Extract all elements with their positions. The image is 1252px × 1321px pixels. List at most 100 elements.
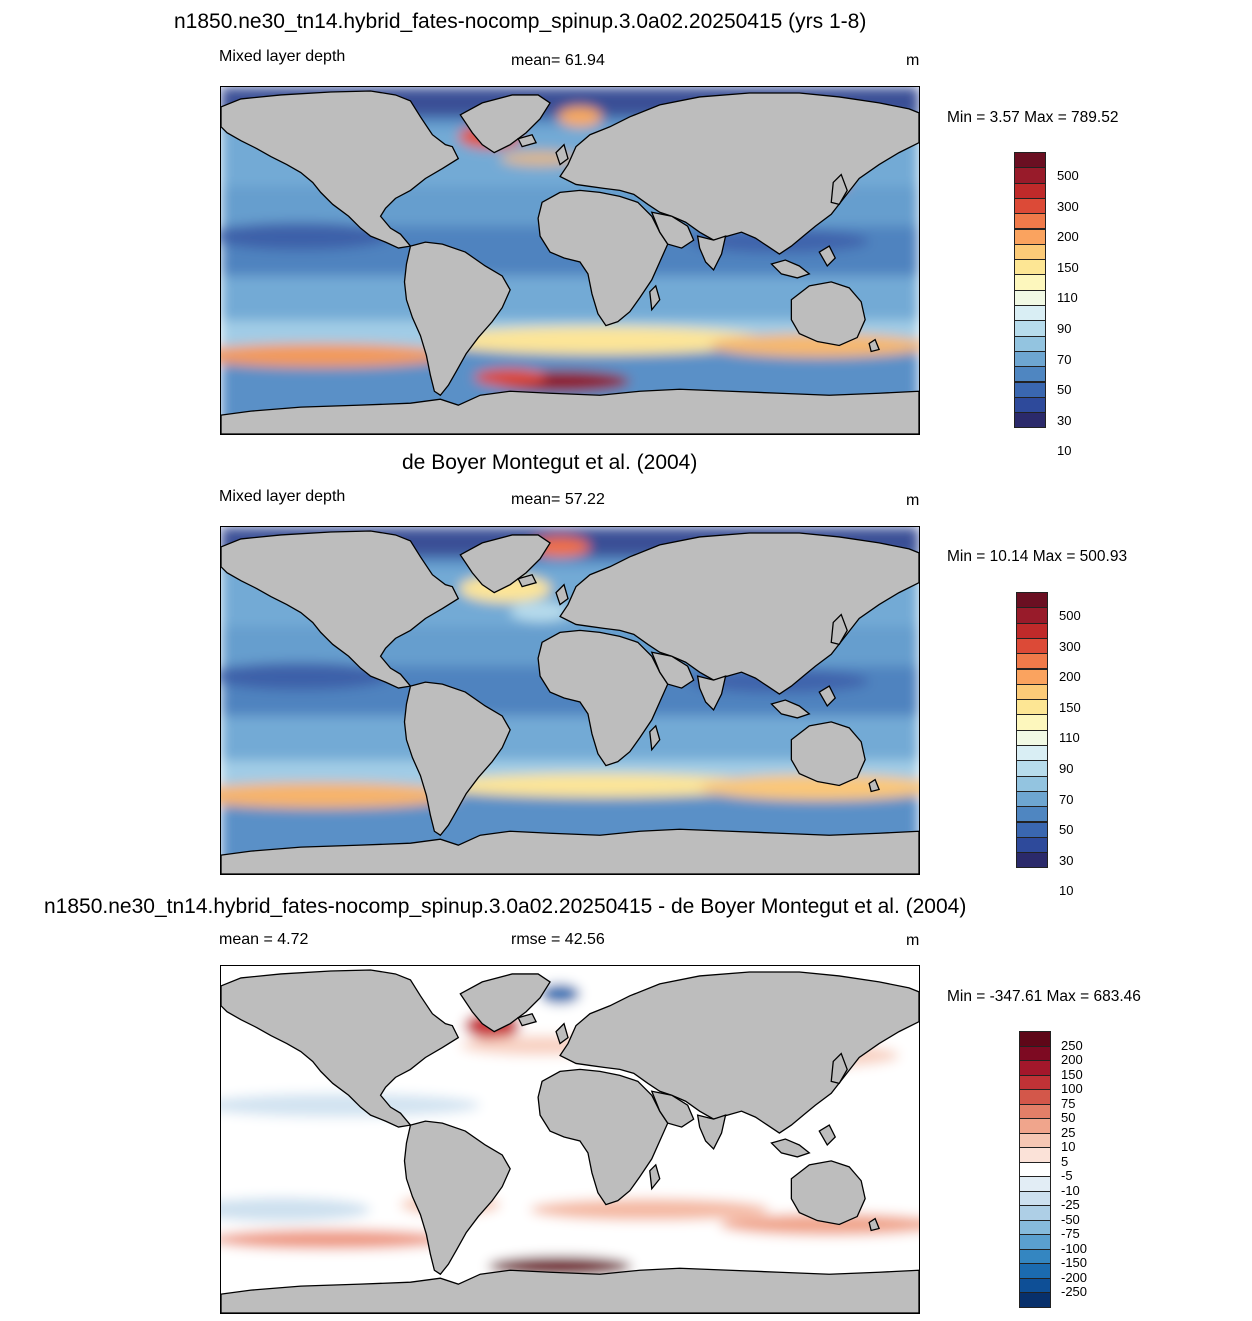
land-mass: [221, 530, 460, 689]
colorbar-tick-label: 50: [1061, 1110, 1076, 1125]
colorbar-swatch: [1016, 622, 1048, 639]
colorbar-tick-label: 70: [1057, 351, 1072, 367]
colorbar-tick-label: 200: [1059, 669, 1081, 685]
land-mass: [818, 1124, 837, 1147]
colorbar-swatch: [1019, 1089, 1051, 1105]
colorbar-tick-label: 110: [1059, 730, 1080, 746]
colorbar-swatch: [1016, 592, 1048, 609]
colorbar-tick-label: 30: [1059, 852, 1074, 868]
panel2-mean-label: mean= 57.22: [511, 491, 605, 508]
colorbar-swatch: [1016, 821, 1048, 838]
colorbar-tick-label: 10: [1059, 883, 1074, 899]
land-mass: [517, 1012, 538, 1027]
colorbar-tick-label: -5: [1061, 1168, 1073, 1183]
colorbar-swatch: [1016, 836, 1048, 854]
colorbar-swatch: [1019, 1074, 1051, 1090]
panel1-variable-label: Mixed layer depth: [219, 48, 346, 65]
colorbar-swatch: [1016, 745, 1048, 762]
colorbar-swatch: [1014, 305, 1046, 322]
colorbar-swatch: [1014, 412, 1046, 429]
land-mass: [221, 1267, 919, 1313]
colorbar-tick-label: 50: [1057, 382, 1072, 398]
land-mass: [555, 143, 569, 166]
colorbar-tick-label: 5: [1061, 1153, 1069, 1169]
colorbar-swatch: [1019, 1277, 1051, 1293]
colorbar-tick-label: 10: [1061, 1139, 1076, 1154]
land-mass: [555, 1022, 569, 1045]
land-mass: [650, 211, 695, 249]
colorbar-swatch: [1016, 607, 1048, 624]
colorbar-tick-label: 200: [1057, 229, 1079, 245]
panel1-map: [220, 86, 920, 435]
land-mass: [830, 1052, 848, 1085]
colorbar-tick-label: 200: [1061, 1052, 1083, 1067]
colorbar-tick-label: 150: [1057, 259, 1079, 275]
colorbar-swatch: [1014, 182, 1046, 199]
land-mass: [221, 969, 460, 1128]
colorbar-swatch: [1019, 1161, 1051, 1177]
land-mass: [555, 583, 569, 606]
land-mass: [517, 573, 538, 588]
colorbar-swatch: [1014, 320, 1046, 337]
colorbar-swatch: [1016, 760, 1048, 777]
panel1-units-label: m: [906, 52, 920, 69]
colorbar-swatch: [1016, 653, 1048, 670]
colorbar-swatch: [1016, 775, 1048, 792]
colorbar-tick-label: 10: [1057, 443, 1072, 459]
land-mass: [770, 699, 811, 719]
land-mass: [559, 92, 919, 255]
colorbar-tick-label: 110: [1057, 290, 1078, 306]
land-mass: [650, 651, 695, 689]
land-mass: [221, 90, 460, 249]
colorbar-swatch: [1016, 668, 1048, 685]
panel1-minmax-label: Min = 3.57 Max = 789.52: [947, 109, 1119, 126]
colorbar-tick-label: -50: [1061, 1211, 1080, 1227]
colorbar-swatch: [1016, 852, 1048, 869]
panel2-units-label: m: [906, 492, 920, 509]
land-mass: [459, 973, 551, 1033]
colorbar-tick-label: 100: [1061, 1081, 1083, 1096]
panel3-title: n1850.ne30_tn14.hybrid_fates-nocomp_spin…: [44, 895, 967, 918]
land-mass: [537, 1068, 669, 1206]
land-mass: [537, 629, 669, 767]
colorbar-tick-label: -10: [1061, 1182, 1080, 1198]
colorbar-swatch: [1019, 1118, 1051, 1134]
colorbar-swatch: [1019, 1219, 1051, 1235]
land-mass: [830, 613, 848, 646]
colorbar-swatch: [1014, 274, 1046, 291]
colorbar-swatch: [1014, 366, 1046, 383]
colorbar-tick-label: -100: [1061, 1240, 1088, 1256]
colorbar-swatch: [1019, 1147, 1051, 1163]
colorbar-swatch: [1014, 381, 1046, 398]
colorbar-tick-label: 70: [1059, 791, 1074, 807]
colorbar-swatch: [1014, 167, 1046, 184]
land-mass: [559, 971, 919, 1134]
colorbar-swatch: [1014, 289, 1046, 306]
land-mass: [649, 284, 661, 312]
colorbar-swatch: [1014, 335, 1046, 352]
colorbar-tick-label: 500: [1057, 167, 1079, 183]
colorbar-tick-label: -150: [1061, 1255, 1088, 1270]
land-mass: [403, 1120, 511, 1276]
colorbar-swatch: [1019, 1176, 1051, 1192]
colorbar-swatch: [1019, 1292, 1051, 1308]
colorbar-tick-label: -200: [1061, 1269, 1088, 1285]
land-mass: [559, 532, 919, 695]
colorbar-swatch: [1019, 1248, 1051, 1264]
land-mass: [649, 1163, 661, 1191]
land-mass: [770, 1138, 811, 1158]
land-mass: [537, 189, 669, 327]
land-mass: [403, 681, 511, 837]
colorbar-tick-label: 150: [1059, 699, 1081, 715]
colorbar-swatch: [1016, 683, 1048, 701]
colorbar-swatch: [1016, 714, 1048, 731]
land-mass: [818, 685, 837, 708]
colorbar-tick-label: 90: [1057, 320, 1072, 336]
land-mass: [459, 94, 551, 154]
colorbar-swatch: [1014, 213, 1046, 230]
colorbar-swatch: [1014, 152, 1046, 169]
colorbar-swatch: [1019, 1190, 1051, 1206]
colorbar-swatch: [1016, 790, 1048, 808]
panel3-units-label: m: [906, 932, 920, 949]
colorbar-tick-label: -250: [1061, 1284, 1088, 1299]
